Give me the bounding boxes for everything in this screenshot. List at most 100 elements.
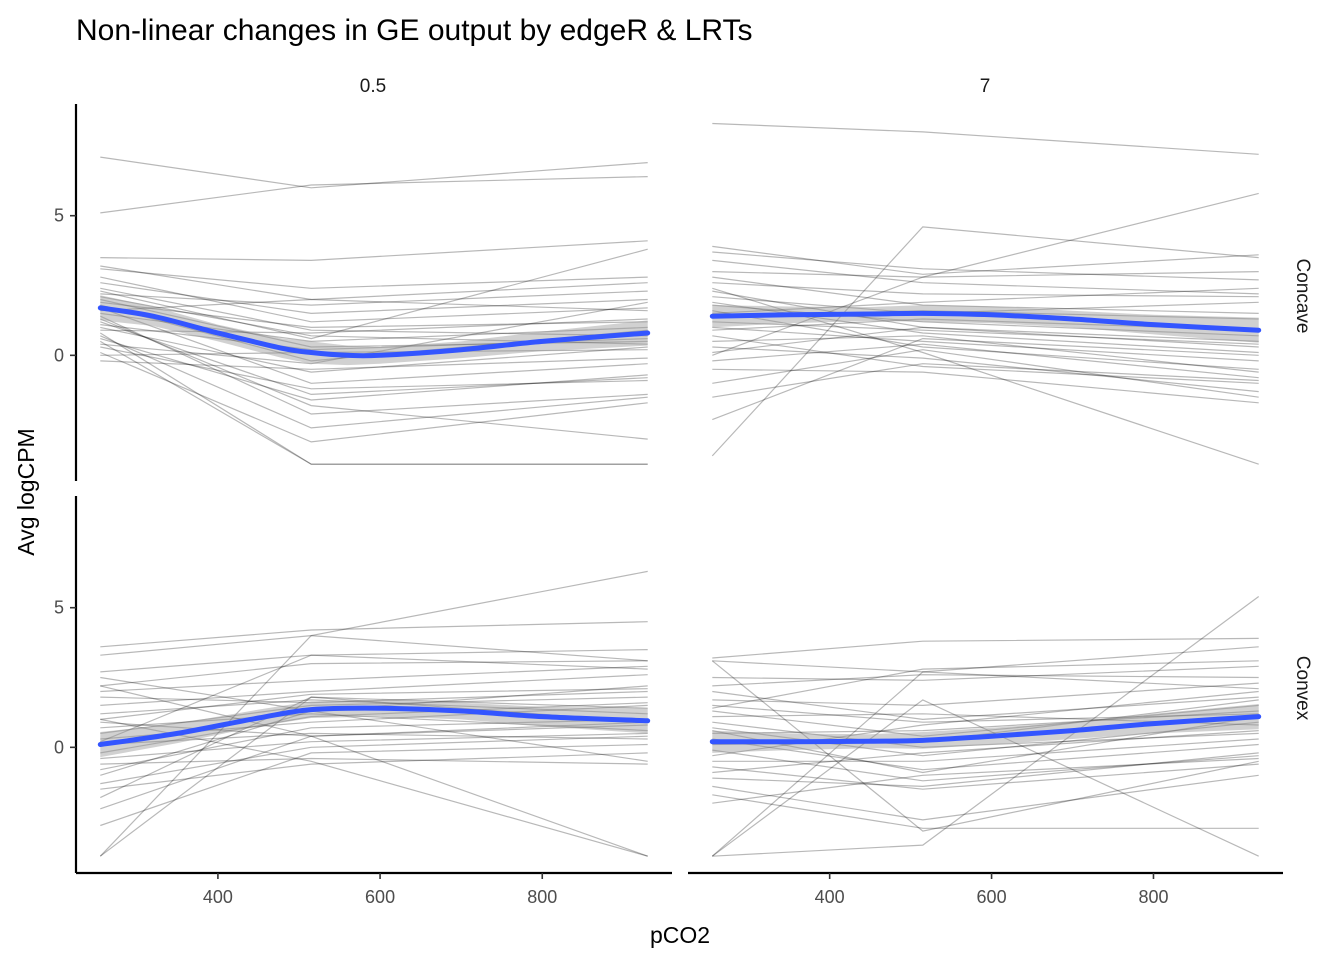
- gene-line: [100, 307, 648, 384]
- gene-line: [100, 696, 648, 734]
- smooth-confidence-band: [712, 704, 1259, 753]
- gene-line: [712, 721, 1259, 748]
- gene-line: [712, 730, 1259, 774]
- gene-line: [712, 710, 1259, 734]
- gene-line: [100, 621, 648, 648]
- gene-line: [712, 290, 1259, 342]
- gene-line: [712, 674, 1259, 687]
- panel-7-convex: 400 600 800: [688, 596, 1283, 907]
- gene-line: [100, 338, 648, 401]
- gene-line: [100, 696, 648, 799]
- gene-line: [100, 654, 648, 743]
- gene-line: [100, 732, 648, 760]
- gene-line: [712, 346, 1259, 393]
- gene-line: [712, 704, 1259, 737]
- gene-line: [100, 660, 648, 687]
- gene-line: [712, 704, 1259, 723]
- gene-line: [100, 156, 648, 189]
- gene-line: [100, 282, 648, 312]
- gene-line: [712, 287, 1259, 314]
- gene-line: [712, 763, 1259, 790]
- gene-line: [712, 738, 1259, 771]
- gene-line: [100, 176, 648, 214]
- gene-line: [100, 713, 648, 732]
- gene-line: [100, 265, 648, 312]
- gene-line: [100, 757, 648, 765]
- y-tick-label: 5: [54, 598, 64, 618]
- gene-line: [712, 326, 1259, 362]
- gene-line: [712, 752, 1259, 788]
- gene-line: [711, 660, 1259, 832]
- gene-line: [100, 268, 648, 289]
- gene-line: [712, 660, 1259, 709]
- gene-line: [712, 259, 1259, 295]
- x-tick-label: 600: [365, 887, 395, 907]
- gene-line: [99, 332, 648, 465]
- gene-line: [100, 690, 648, 704]
- gene-line: [711, 671, 1259, 857]
- gene-line: [712, 271, 1259, 356]
- gene-line: [712, 774, 1259, 821]
- gene-line: [100, 318, 648, 440]
- y-axis-title: Avg logCPM: [13, 428, 39, 555]
- gene-line: [712, 363, 1259, 398]
- gene-line: [100, 326, 648, 373]
- gene-line: [100, 248, 648, 340]
- gene-line: [712, 794, 1259, 829]
- gene-line: [712, 343, 1259, 379]
- gene-line: [100, 743, 648, 827]
- gene-line: [712, 690, 1259, 757]
- gene-line: [712, 749, 1259, 782]
- gene-line: [712, 337, 1259, 421]
- gene-line: [100, 240, 648, 262]
- gene-line: [712, 721, 1259, 757]
- gene-line: [100, 699, 648, 715]
- gene-line: [99, 340, 648, 465]
- x-tick-label: 400: [203, 887, 233, 907]
- x-tick-label: 600: [977, 887, 1007, 907]
- gene-line: [100, 724, 648, 810]
- gene-line: [712, 245, 1259, 275]
- gene-line: [100, 688, 648, 720]
- chart-title: Non-linear changes in GE output by edgeR…: [76, 14, 753, 47]
- smooth-trend-line: [97, 305, 651, 359]
- gene-line: [712, 326, 1259, 354]
- gene-line: [712, 665, 1259, 681]
- facet-strip-row-2: Convex: [1292, 656, 1313, 721]
- gene-line: [711, 226, 1259, 457]
- gene-line: [100, 318, 648, 334]
- gene-line: [712, 251, 1259, 281]
- smooth-trend-line: [97, 705, 651, 747]
- gene-line: [100, 570, 648, 656]
- smooth-confidence-band: [100, 295, 648, 366]
- x-tick-label: 800: [1138, 887, 1168, 907]
- gene-line: [100, 351, 648, 443]
- gene-line: [712, 192, 1259, 278]
- gene-line: [711, 699, 1259, 857]
- smooth-trend-line: [709, 714, 1262, 745]
- y-tick-label: 0: [54, 345, 64, 365]
- gene-line: [100, 702, 648, 754]
- gene-line: [100, 721, 648, 737]
- gene-line: [712, 757, 1259, 804]
- x-tick-label: 800: [527, 887, 557, 907]
- gene-line: [712, 349, 1259, 398]
- gene-line: [712, 321, 1259, 345]
- gene-line: [712, 304, 1259, 337]
- x-tick-label: 400: [815, 887, 845, 907]
- gene-line: [100, 335, 648, 429]
- gene-line: [100, 674, 648, 706]
- panel-0-5-concave: 05: [54, 104, 651, 481]
- panel-7-concave: [709, 122, 1262, 465]
- gene-line: [712, 596, 1260, 857]
- facet-strip-col-1: 0.5: [360, 76, 386, 97]
- gene-line: [100, 735, 648, 785]
- gene-line: [100, 649, 648, 673]
- gene-line: [712, 276, 1259, 314]
- gene-line: [100, 282, 648, 315]
- gene-line: [100, 290, 648, 306]
- gene-line: [712, 368, 1259, 404]
- gene-line: [712, 335, 1259, 384]
- gene-line: [712, 738, 1259, 762]
